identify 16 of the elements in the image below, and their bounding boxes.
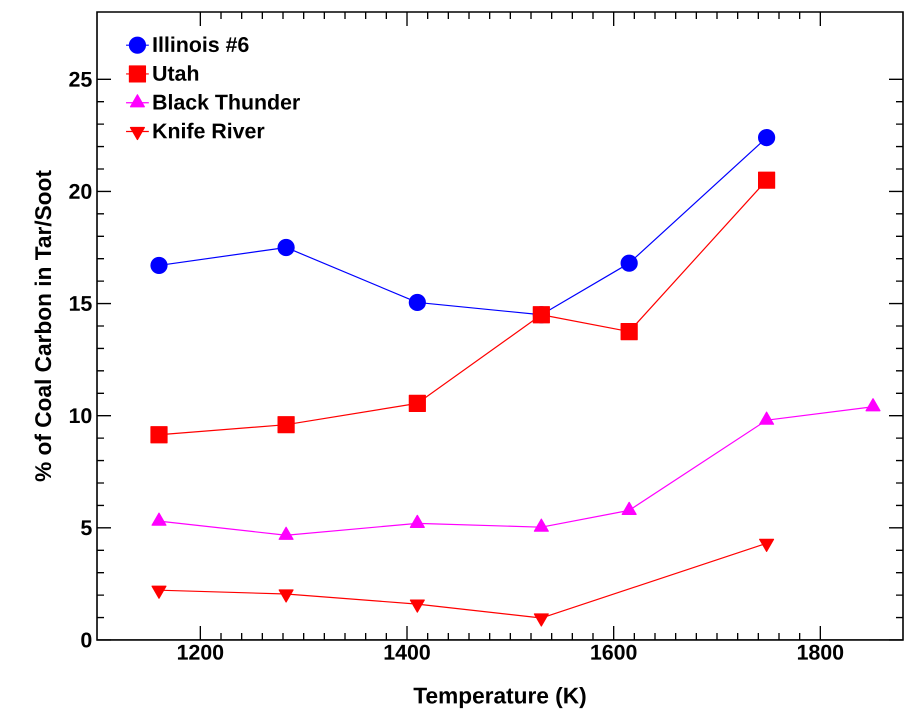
x-tick-label: 1400 (384, 644, 430, 660)
legend-label: Black Thunder (154, 94, 300, 110)
legend-label: Knife River (154, 122, 264, 138)
x-tick-label: 1600 (591, 644, 636, 660)
y-tick-label: 20 (69, 184, 92, 199)
x-tick-label: 1200 (178, 644, 224, 660)
y-tick-label: 25 (69, 72, 92, 87)
y-tick-label: 0 (81, 632, 92, 648)
y-axis-title: % of Coal Carbon in Tar/Soot (34, 170, 52, 482)
y-tick-label: 15 (70, 296, 92, 312)
x-axis-title: Temperature (K) (414, 686, 586, 708)
y-tick-label: 10 (70, 408, 92, 424)
legend-label: Illinois #6 (154, 36, 249, 52)
legend-label: Utah (153, 65, 198, 81)
x-tick-label: 1800 (798, 644, 844, 660)
y-tick-label: 5 (81, 520, 92, 536)
